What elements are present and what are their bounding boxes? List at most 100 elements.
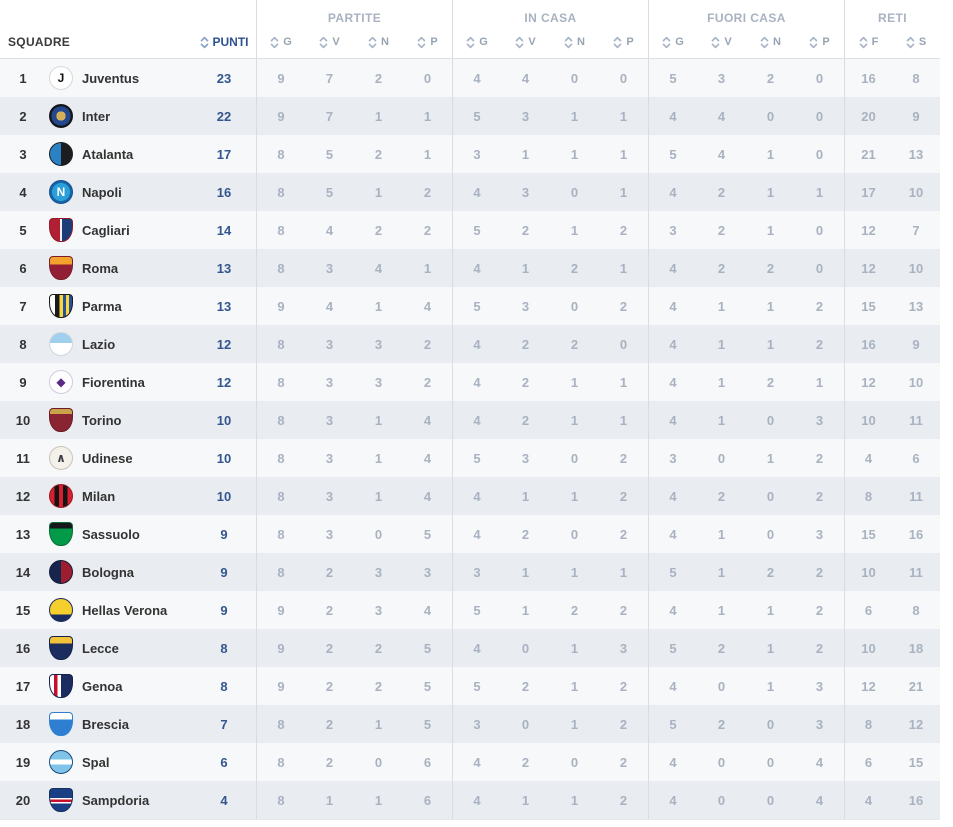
stat-fuoricasa-n: 0 xyxy=(766,526,775,542)
table-row[interactable]: 1 J Juventus 23 9 7 2 0 4 4 0 0 5 3 2 0 … xyxy=(0,59,940,97)
stat-partite-n: 3 xyxy=(374,336,383,352)
column-header-incasa-n[interactable]: N xyxy=(550,26,599,58)
table-row[interactable]: 14 Bologna 9 8 2 3 3 3 1 1 1 5 1 2 2 10 … xyxy=(0,553,940,591)
stat-fuoricasa-p: 4 xyxy=(815,754,824,770)
column-header-incasa-g[interactable]: G xyxy=(452,26,501,58)
team-name[interactable]: Juventus xyxy=(82,70,140,86)
stat-fuoricasa-g: 5 xyxy=(648,553,697,591)
team-name[interactable]: Lecce xyxy=(82,640,119,656)
team-name[interactable]: Parma xyxy=(82,298,122,314)
team-name[interactable]: Roma xyxy=(82,260,119,276)
stat-reti-f: 4 xyxy=(844,781,892,819)
table-row[interactable]: 4 N Napoli 16 8 5 1 2 4 3 0 1 4 2 1 1 17… xyxy=(0,173,940,211)
team-name[interactable]: Hellas Verona xyxy=(82,602,168,618)
stat-incasa-g: 4 xyxy=(452,249,501,287)
team-logo-icon xyxy=(49,522,73,546)
sort-icon xyxy=(662,36,671,49)
stat-reti-f: 4 xyxy=(844,439,892,477)
team-name[interactable]: Torino xyxy=(82,412,122,428)
column-header-punti[interactable]: PUNTI xyxy=(192,26,256,58)
table-row[interactable]: 9 ◆ Fiorentina 12 8 3 3 2 4 2 1 1 4 1 2 … xyxy=(0,363,940,401)
stat-fuoricasa-p: 2 xyxy=(815,640,824,656)
stat-incasa-v: 2 xyxy=(521,678,530,694)
stat-partite-n: 1 xyxy=(374,450,383,466)
stat-fuoricasa-v: 1 xyxy=(717,602,726,618)
table-row[interactable]: 11 ∧ Udinese 10 8 3 1 4 5 3 0 2 3 0 1 2 … xyxy=(0,439,940,477)
stat-incasa-g: 4 xyxy=(452,477,501,515)
team-name[interactable]: Atalanta xyxy=(82,146,134,162)
column-header-fuoricasa-n[interactable]: N xyxy=(746,26,795,58)
stat-fuoricasa-p: 3 xyxy=(815,412,824,428)
team-logo-cell xyxy=(40,629,82,667)
team-name[interactable]: Lazio xyxy=(82,336,116,352)
column-header-reti-f[interactable]: F xyxy=(844,26,892,58)
column-header-partite-n[interactable]: N xyxy=(354,26,403,58)
table-row[interactable]: 8 Lazio 12 8 3 3 2 4 2 2 0 4 1 1 2 16 9 xyxy=(0,325,940,363)
stat-incasa-p: 1 xyxy=(619,146,628,162)
table-row[interactable]: 13 Sassuolo 9 8 3 0 5 4 2 0 2 4 1 0 3 15… xyxy=(0,515,940,553)
table-row[interactable]: 7 Parma 13 9 4 1 4 5 3 0 2 4 1 1 2 15 13 xyxy=(0,287,940,325)
stat-partite-g: 8 xyxy=(256,325,305,363)
stat-fuoricasa-g: 5 xyxy=(648,59,697,97)
stat-partite-g: 8 xyxy=(256,135,305,173)
stat-fuoricasa-p: 2 xyxy=(815,564,824,580)
table-row[interactable]: 20 Sampdoria 4 8 1 1 6 4 1 1 2 4 0 0 4 4… xyxy=(0,781,940,819)
column-header-reti-s[interactable]: S xyxy=(892,26,940,58)
stat-partite-p: 1 xyxy=(423,146,432,162)
column-header-partite-v[interactable]: V xyxy=(305,26,354,58)
stat-fuoricasa-v: 4 xyxy=(717,108,726,124)
stat-reti-s: 9 xyxy=(912,108,920,124)
team-name[interactable]: Cagliari xyxy=(82,222,130,238)
stat-fuoricasa-g: 4 xyxy=(648,515,697,553)
stat-incasa-n: 2 xyxy=(570,336,579,352)
team-name[interactable]: Spal xyxy=(82,754,110,770)
stat-partite-v: 3 xyxy=(325,450,334,466)
team-name[interactable]: Bologna xyxy=(82,564,134,580)
table-row[interactable]: 16 Lecce 8 9 2 2 5 4 0 1 3 5 2 1 2 10 18 xyxy=(0,629,940,667)
column-header-fuoricasa-g[interactable]: G xyxy=(648,26,697,58)
team-name[interactable]: Udinese xyxy=(82,450,133,466)
team-name[interactable]: Napoli xyxy=(82,184,122,200)
column-header-incasa-p[interactable]: P xyxy=(599,26,648,58)
table-row[interactable]: 17 Genoa 8 9 2 2 5 5 2 1 2 4 0 1 3 12 21 xyxy=(0,667,940,705)
team-logo-cell xyxy=(40,401,82,439)
stat-fuoricasa-p: 2 xyxy=(815,488,824,504)
team-logo-cell xyxy=(40,249,82,287)
table-row[interactable]: 10 Torino 10 8 3 1 4 4 2 1 1 4 1 0 3 10 … xyxy=(0,401,940,439)
table-row[interactable]: 15 Hellas Verona 9 9 2 3 4 5 1 2 2 4 1 1… xyxy=(0,591,940,629)
column-header-fuoricasa-v[interactable]: V xyxy=(697,26,746,58)
team-name[interactable]: Inter xyxy=(82,108,111,124)
team-points: 10 xyxy=(216,488,232,504)
team-name[interactable]: Fiorentina xyxy=(82,374,145,390)
column-header-partite-p[interactable]: P xyxy=(403,26,452,58)
team-name[interactable]: Sassuolo xyxy=(82,526,140,542)
table-row[interactable]: 2 Inter 22 9 7 1 1 5 3 1 1 4 4 0 0 20 9 xyxy=(0,97,940,135)
stat-fuoricasa-g: 4 xyxy=(648,477,697,515)
stat-fuoricasa-p: 2 xyxy=(815,450,824,466)
team-name[interactable]: Genoa xyxy=(82,678,123,694)
stat-partite-v: 2 xyxy=(325,716,334,732)
team-points: 9 xyxy=(220,564,228,580)
table-row[interactable]: 19 Spal 6 8 2 0 6 4 2 0 2 4 0 0 4 6 15 xyxy=(0,743,940,781)
team-points: 8 xyxy=(220,678,228,694)
team-logo-icon xyxy=(49,674,73,698)
table-row[interactable]: 3 Atalanta 17 8 5 2 1 3 1 1 1 5 4 1 0 21… xyxy=(0,135,940,173)
team-points: 17 xyxy=(216,146,232,162)
stat-fuoricasa-p: 3 xyxy=(815,716,824,732)
stat-incasa-p: 2 xyxy=(619,298,628,314)
stat-partite-v: 7 xyxy=(325,70,334,86)
column-header-partite-g[interactable]: G xyxy=(256,26,305,58)
stat-partite-n: 0 xyxy=(374,754,383,770)
stat-partite-p: 4 xyxy=(423,412,432,428)
table-row[interactable]: 12 Milan 10 8 3 1 4 4 1 1 2 4 2 0 2 8 11 xyxy=(0,477,940,515)
column-header-incasa-v[interactable]: V xyxy=(501,26,550,58)
stat-partite-g: 8 xyxy=(256,477,305,515)
team-name[interactable]: Sampdoria xyxy=(82,792,150,808)
table-row[interactable]: 6 Roma 13 8 3 4 1 4 1 2 1 4 2 2 0 12 10 xyxy=(0,249,940,287)
team-name[interactable]: Brescia xyxy=(82,716,129,732)
table-row[interactable]: 5 Cagliari 14 8 4 2 2 5 2 1 2 3 2 1 0 12… xyxy=(0,211,940,249)
stat-reti-f: 20 xyxy=(844,97,892,135)
team-name[interactable]: Milan xyxy=(82,488,116,504)
column-header-fuoricasa-p[interactable]: P xyxy=(795,26,844,58)
table-row[interactable]: 18 Brescia 7 8 2 1 5 3 0 1 2 5 2 0 3 8 1… xyxy=(0,705,940,743)
